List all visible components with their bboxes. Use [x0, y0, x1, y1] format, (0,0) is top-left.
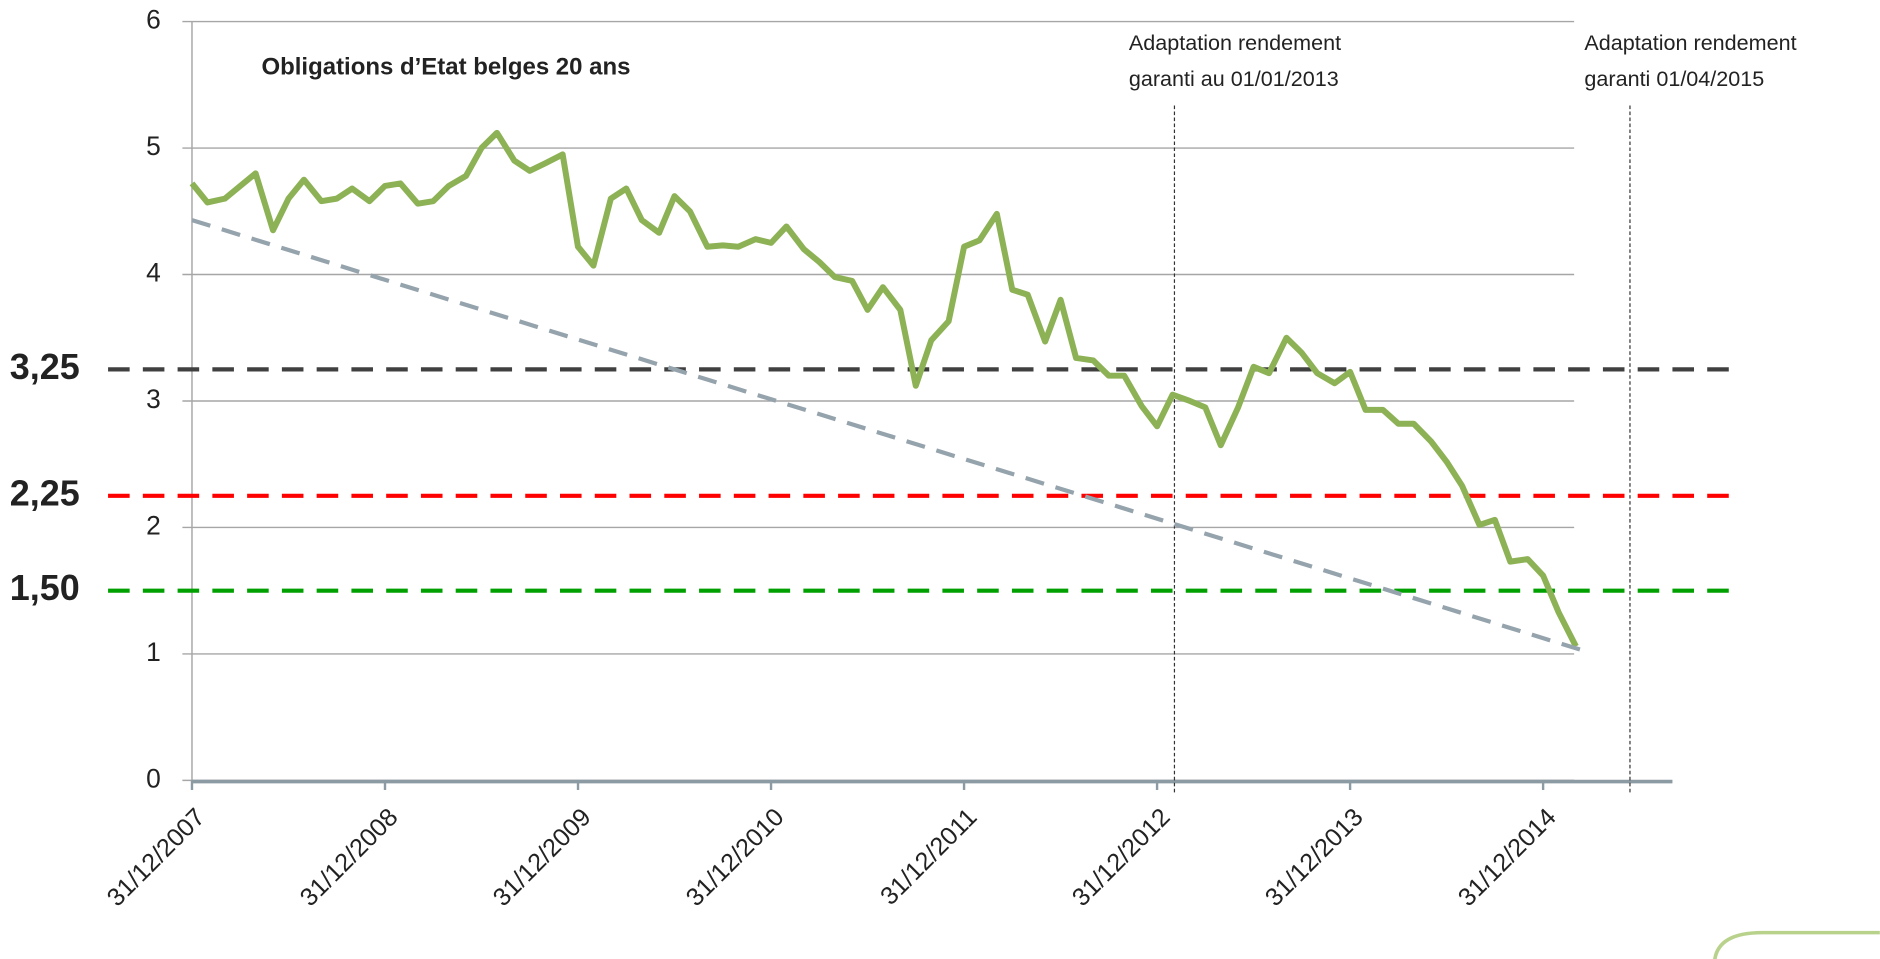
- x-tick-label: 31/12/2007: [102, 803, 211, 912]
- annotation-text: garanti 01/04/2015: [1584, 66, 1764, 91]
- y-tick-label: 0: [146, 763, 161, 793]
- chart-title: Obligations d’Etat belges 20 ans: [262, 54, 631, 81]
- data-line: [189, 129, 1579, 648]
- y-tick-label: 5: [146, 131, 161, 161]
- y-tick-label: 4: [146, 257, 161, 287]
- reference-label: 2,25: [10, 472, 80, 513]
- x-tick-label: 31/12/2014: [1453, 803, 1562, 912]
- reference-label: 1,50: [10, 567, 80, 608]
- y-tick-label: 2: [146, 510, 161, 540]
- x-tick-label: 31/12/2009: [488, 803, 597, 912]
- annotation-text: Adaptation rendement: [1584, 30, 1796, 55]
- annotation-text: garanti au 01/01/2013: [1129, 66, 1339, 91]
- trend-line: [191, 218, 1583, 653]
- x-tick-label: 31/12/2012: [1067, 803, 1176, 912]
- y-tick-label: 1: [146, 637, 161, 667]
- y-tick-label: 3: [146, 384, 161, 414]
- y-tick-label: 6: [146, 5, 161, 35]
- x-tick-label: 31/12/2013: [1260, 803, 1369, 912]
- x-tick-label: 31/12/2008: [295, 803, 404, 912]
- decoration: [1712, 930, 1880, 959]
- annotation-text: Adaptation rendement: [1129, 30, 1341, 55]
- x-tick-label: 31/12/2010: [681, 803, 790, 912]
- x-tick-label: 31/12/2011: [875, 803, 983, 911]
- reference-label: 3,25: [10, 346, 80, 387]
